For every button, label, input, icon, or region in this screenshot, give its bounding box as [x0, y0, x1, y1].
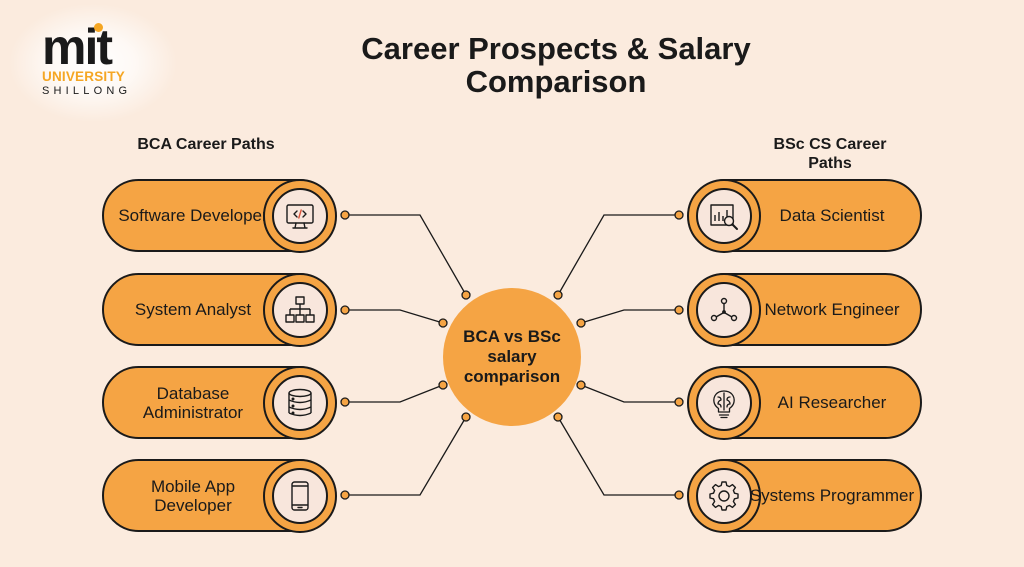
logo-dot [94, 23, 103, 32]
hub-dot [576, 380, 586, 390]
hub-circle: BCA vs BSc salary comparison [443, 288, 581, 426]
icon-ring [687, 365, 761, 440]
connector-ai-researcher [580, 384, 679, 403]
career-ai-researcher: AI Researcher [687, 365, 922, 440]
icon-disc [696, 187, 752, 244]
hub-dot [438, 318, 448, 328]
logo-city: SHILLONG [42, 85, 132, 97]
smartphone-icon [291, 480, 309, 511]
mit-logo: mit UNIVERSITY SHILLONG [8, 3, 178, 123]
logo-university: UNIVERSITY [42, 69, 126, 84]
connector-dot [674, 397, 684, 407]
hub-dot [461, 290, 471, 300]
icon-disc [272, 187, 328, 244]
connector-dot [340, 397, 350, 407]
connector-dot [674, 305, 684, 315]
hub-dot [553, 412, 563, 422]
logo-glow [8, 3, 178, 123]
career-database-administrator: Database Administrator [102, 365, 337, 440]
icon-disc [696, 281, 752, 338]
brain-bulb-icon [713, 389, 735, 418]
icon-disc [696, 467, 752, 524]
icon-ring [687, 272, 761, 347]
icon-ring [263, 365, 337, 440]
hub-dot [461, 412, 471, 422]
career-label: Systems Programmer [749, 486, 915, 505]
connector-database-administrator [345, 384, 444, 403]
career-label: System Analyst [134, 300, 252, 319]
icon-ring [687, 178, 761, 253]
connector-mobile-app-developer [345, 416, 467, 496]
connector-dot [674, 210, 684, 220]
career-label: Database Administrator [142, 383, 244, 422]
connector-data-scientist [557, 214, 679, 296]
icon-ring [687, 458, 761, 533]
icon-disc [272, 467, 328, 524]
career-label: Software Developer [118, 206, 268, 225]
connector-dot [340, 305, 350, 315]
code-monitor-icon [286, 203, 314, 229]
career-network-engineer: Network Engineer [687, 272, 922, 347]
icon-ring [263, 458, 337, 533]
gear-icon [709, 480, 739, 511]
connector-system-analyst [345, 309, 444, 324]
career-systems-programmer: Systems Programmer [687, 458, 922, 533]
network-icon [710, 297, 738, 321]
career-label: AI Researcher [777, 393, 887, 412]
career-data-scientist: Data Scientist [687, 178, 922, 253]
connector-software-developer [345, 214, 467, 296]
connector-dot [340, 490, 350, 500]
hub-label: BCA vs BSc salary comparison [463, 327, 561, 386]
icon-disc [696, 374, 752, 431]
icon-ring [263, 178, 337, 253]
career-mobile-app-developer: Mobile App Developer [102, 458, 337, 533]
hub-dot [553, 290, 563, 300]
connector-dot [340, 210, 350, 220]
data-analysis-icon [710, 203, 738, 230]
connector-network-engineer [580, 309, 679, 324]
icon-disc [272, 374, 328, 431]
right-heading: BSc CS Career Paths [773, 136, 887, 172]
connector-dot [674, 490, 684, 500]
career-label: Mobile App Developer [150, 476, 236, 515]
icon-ring [263, 272, 337, 347]
career-system-analyst: System Analyst [102, 272, 337, 347]
career-label: Network Engineer [764, 300, 900, 319]
career-label: Data Scientist [779, 206, 885, 225]
career-software-developer: Software Developer [102, 178, 337, 253]
hub-dot [576, 318, 586, 328]
database-icon [288, 388, 312, 416]
connector-systems-programmer [557, 416, 679, 496]
page-title: Career Prospects & Salary Comparison [361, 31, 751, 99]
icon-disc [272, 281, 328, 338]
left-heading: BCA Career Paths [137, 136, 275, 153]
hierarchy-icon [285, 295, 315, 323]
hub-dot [438, 380, 448, 390]
